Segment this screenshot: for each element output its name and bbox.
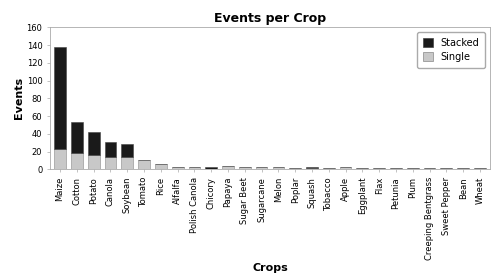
Bar bbox=[239, 167, 250, 169]
Bar bbox=[88, 155, 100, 169]
Bar bbox=[155, 164, 166, 169]
X-axis label: Crops: Crops bbox=[252, 263, 288, 273]
Y-axis label: Events: Events bbox=[14, 77, 24, 119]
Bar bbox=[71, 122, 83, 153]
Bar bbox=[222, 166, 234, 169]
Bar bbox=[306, 168, 318, 169]
Bar bbox=[440, 168, 452, 169]
Bar bbox=[272, 167, 284, 169]
Bar bbox=[424, 168, 436, 169]
Bar bbox=[71, 153, 83, 169]
Legend: Stacked, Single: Stacked, Single bbox=[417, 32, 485, 68]
Title: Events per Crop: Events per Crop bbox=[214, 12, 326, 25]
Bar bbox=[390, 168, 402, 169]
Bar bbox=[474, 168, 486, 169]
Bar bbox=[340, 167, 351, 169]
Bar bbox=[256, 167, 268, 169]
Bar bbox=[188, 167, 200, 169]
Bar bbox=[356, 168, 368, 169]
Bar bbox=[122, 157, 133, 169]
Bar bbox=[206, 167, 217, 169]
Bar bbox=[407, 168, 418, 169]
Bar bbox=[374, 168, 385, 169]
Bar bbox=[323, 168, 334, 169]
Bar bbox=[88, 132, 100, 155]
Bar bbox=[290, 168, 301, 169]
Bar bbox=[458, 168, 469, 169]
Bar bbox=[138, 159, 150, 169]
Bar bbox=[54, 47, 66, 149]
Bar bbox=[54, 149, 66, 169]
Bar bbox=[104, 142, 117, 157]
Bar bbox=[172, 167, 184, 169]
Bar bbox=[122, 144, 133, 157]
Bar bbox=[104, 157, 117, 169]
